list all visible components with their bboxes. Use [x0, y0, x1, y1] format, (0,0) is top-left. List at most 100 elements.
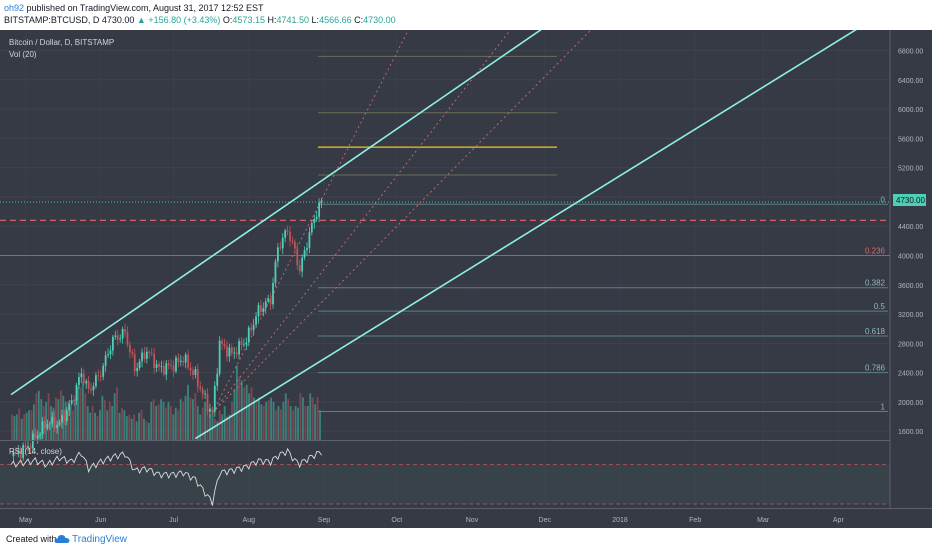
candle-body [36, 435, 39, 439]
volume-bar [28, 410, 30, 440]
candle-body [107, 354, 109, 356]
candle-body [153, 353, 156, 368]
time-tick-label: Aug [243, 517, 256, 524]
fib-level-label: 1 [881, 402, 886, 411]
ohlc-low: 4566.66 [319, 15, 352, 25]
volume-bar [167, 401, 170, 440]
chart-area[interactable]: 0 0.236 0.382 0.5 0.618 0.786 1 80.000060.0000… [0, 9, 932, 528]
volume-bar [309, 393, 312, 440]
volume-bar [101, 395, 104, 440]
candle-body [58, 422, 61, 425]
volume-bar [213, 418, 216, 440]
chart-canvas[interactable]: 0 0.236 0.382 0.5 0.618 0.786 1 80.000060.0000… [0, 9, 932, 528]
tradingview-brand[interactable]: TradingView [72, 534, 128, 545]
candle-body [303, 250, 306, 258]
volume-bar [67, 401, 70, 440]
candle-body [160, 366, 163, 367]
candle-body [240, 341, 243, 345]
volume-bar [287, 399, 290, 440]
volume-bar [196, 406, 199, 440]
candle-body [78, 377, 80, 385]
candle-body [61, 415, 63, 423]
volume-bar [191, 399, 194, 440]
candle-body [320, 200, 323, 203]
volume-bar [250, 387, 253, 440]
candle-body [41, 421, 44, 435]
volume-bar [306, 406, 309, 440]
volume-bar [145, 421, 148, 440]
candle-body [172, 365, 175, 372]
candle-body [264, 301, 267, 309]
ohlc-close: 4730.00 [363, 15, 396, 25]
candle-body [167, 363, 170, 366]
volume-bar [23, 414, 26, 440]
candle-body [56, 424, 58, 429]
volume-bar [292, 410, 295, 440]
candle-body [204, 393, 206, 395]
candle-body [29, 446, 32, 449]
candle-body [133, 354, 136, 372]
volume-bar [177, 410, 180, 440]
volume-bar [316, 397, 319, 440]
candle-body [223, 343, 226, 347]
fan-dotted-line [211, 9, 420, 414]
volume-bar [179, 399, 182, 440]
price-tick-label: 3200.00 [898, 312, 923, 319]
volume-bar [201, 407, 204, 440]
ohlc-close-label: C: [354, 15, 364, 25]
candle-body [138, 361, 141, 368]
volume-bar [128, 414, 131, 440]
candle-body [301, 257, 304, 272]
volume-bar [52, 407, 55, 440]
volume-bar [284, 393, 287, 440]
volume-bar [262, 406, 265, 440]
time-tick-label: May [19, 517, 33, 524]
candle-body [87, 380, 90, 389]
candle-body [260, 305, 262, 313]
candle-body [145, 351, 148, 359]
candle-body [95, 375, 97, 387]
candle-body [213, 385, 216, 412]
volume-bar [140, 410, 143, 440]
candle-body [179, 360, 182, 362]
candle-body [75, 384, 78, 401]
volume-bar [30, 410, 33, 440]
candle-body [221, 340, 223, 344]
volume-bar [260, 404, 263, 440]
volume-bar [64, 401, 67, 440]
candle-body [318, 202, 321, 217]
channel-lower-line [194, 26, 861, 440]
candle-body [187, 354, 190, 368]
time-tick-label: Mar [757, 517, 770, 524]
volume-bar [96, 416, 99, 440]
candle-body [267, 298, 270, 302]
volume-bar [184, 395, 187, 440]
volume-bar [314, 404, 317, 440]
candle-body [293, 241, 296, 249]
volume-bar [123, 410, 126, 440]
volume-bar [206, 410, 209, 440]
horizontal-levels [0, 9, 890, 414]
candle-body [194, 369, 197, 375]
candle-body [298, 265, 301, 272]
volume-bar [125, 416, 128, 440]
ohlc-open-label: O: [222, 15, 233, 25]
author-link[interactable]: oh92 [4, 3, 25, 13]
candle-body [99, 375, 102, 377]
volume-bar [272, 401, 275, 440]
price-tick-label: 4400.00 [898, 224, 923, 231]
price-tick-label: 2800.00 [898, 341, 923, 348]
volume-bar [204, 401, 207, 440]
candle-body [308, 232, 311, 248]
time-tick-label: Feb [689, 517, 701, 524]
candle-body [22, 444, 25, 459]
candle-body [233, 352, 236, 354]
trend-channel[interactable] [10, 26, 861, 440]
volume-bar [187, 384, 189, 440]
ohlc-high: 4741.50 [276, 15, 310, 25]
volume-bar [282, 401, 285, 440]
candle-body [155, 364, 158, 368]
candle-body [201, 388, 204, 395]
volume-bar [238, 376, 241, 440]
volume-bar [235, 365, 238, 440]
